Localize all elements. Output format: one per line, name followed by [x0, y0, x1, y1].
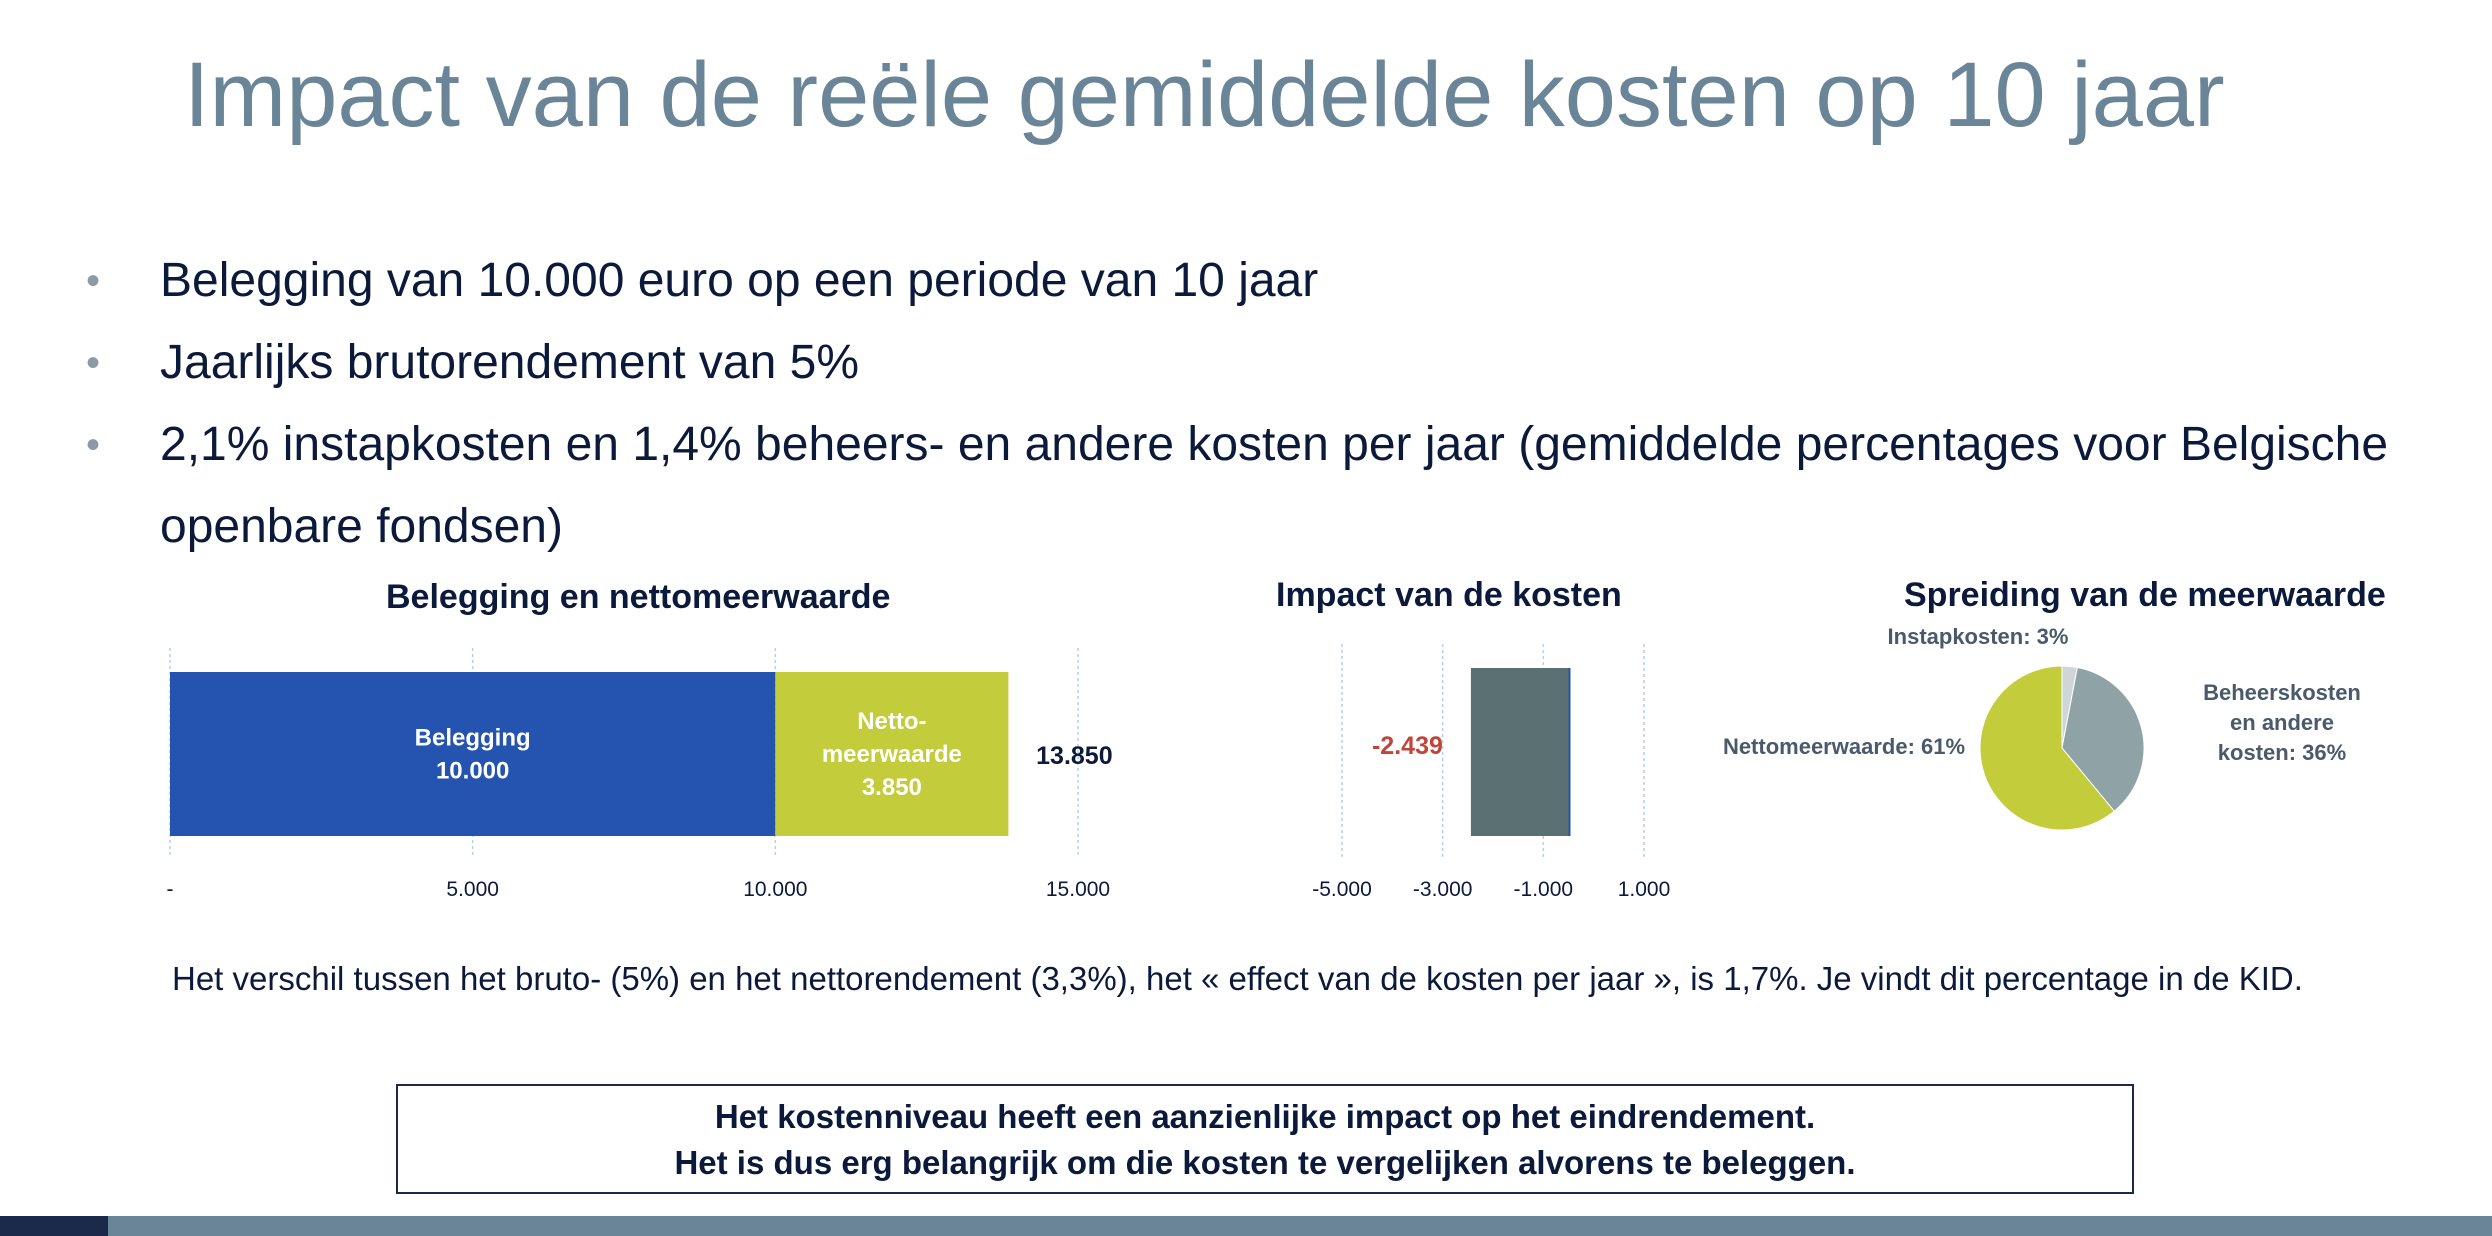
chart-title-costs: Impact van de kosten: [1276, 576, 1622, 614]
bullet-text: openbare fondsen): [160, 500, 563, 553]
x-tick-label: -1.000: [1514, 878, 1574, 901]
bullet-item: • Jaarlijks brutorendement van 5%: [78, 322, 2458, 404]
bullet-item-continuation: openbare fondsen): [78, 486, 2458, 568]
footer-logo: [0, 1216, 108, 1236]
x-tick-label: 1.000: [1618, 878, 1671, 901]
conclusion-line-2: Het is dus erg belangrijk om die kosten …: [674, 1144, 1856, 1181]
footnote-text: Het verschil tussen het bruto- (5%) en h…: [172, 960, 2303, 997]
cost-impact-chart: -5.000 -3.000 -1.000 1.000 -2.439: [1312, 644, 1671, 901]
x-tick-label: -: [167, 878, 174, 901]
x-tick-label: -3.000: [1413, 878, 1473, 901]
bullet-dot-icon: •: [86, 423, 101, 467]
x-tick-label: -5.000: [1312, 878, 1372, 901]
bullet-text: Jaarlijks brutorendement van 5%: [160, 336, 860, 389]
slide-title: Impact van de reële gemiddelde kosten op…: [184, 44, 2225, 146]
pie-slice: [2061, 666, 2145, 812]
chart-title-distribution: Spreiding van de meerwaarde: [1904, 576, 2386, 614]
bullet-item: • Belegging van 10.000 euro op een perio…: [78, 240, 2458, 322]
distribution-pie-chart: Instapkosten: 3% Beheerskosten en andere ko…: [1723, 624, 2361, 831]
bullet-text: 2,1% instapkosten en 1,4% beheers- en an…: [160, 418, 2389, 471]
pie-slice-label: Beheerskosten en andere kosten: 36%: [2203, 680, 2361, 765]
bullet-item: • 2,1% instapkosten en 1,4% beheers- en …: [78, 404, 2458, 486]
bullet-dot-icon: •: [86, 259, 101, 303]
conclusion-line-1: Het kostenniveau heeft een aanzienlijke …: [714, 1098, 1816, 1135]
bar-segment: [775, 672, 1009, 836]
cost-bar: [1470, 668, 1569, 836]
bullet-dot-icon: •: [86, 341, 101, 385]
pie-slice-label: Instapkosten: 3%: [1888, 624, 2069, 649]
total-data-label: 13.850: [1036, 742, 1112, 770]
bullet-list: • Belegging van 10.000 euro op een perio…: [78, 240, 2458, 568]
investment-bar-chart: - 5.000 10.000 15.000 Belegging 10.000 Netto-m…: [167, 648, 1113, 901]
bullet-text: Belegging van 10.000 euro op een periode…: [160, 254, 1319, 307]
bar-data-label: Belegging 10.000: [415, 725, 531, 785]
x-tick-label: 10.000: [743, 878, 807, 901]
cost-data-label: -2.439: [1372, 732, 1443, 760]
chart-title-investment: Belegging en nettomeerwaarde: [386, 578, 891, 616]
footer-bar: [0, 1216, 2492, 1236]
pie-slice-label: Nettomeerwaarde: 61%: [1723, 734, 1965, 759]
bar-data-label: Netto-meerwaarde 3.850: [822, 708, 962, 801]
x-tick-label: 5.000: [446, 878, 499, 901]
x-tick-label: 15.000: [1046, 878, 1110, 901]
conclusion-box: Het kostenniveau heeft een aanzienlijke …: [396, 1084, 2134, 1194]
pie-slice: [1979, 665, 2115, 831]
bar-segment: [170, 672, 776, 836]
